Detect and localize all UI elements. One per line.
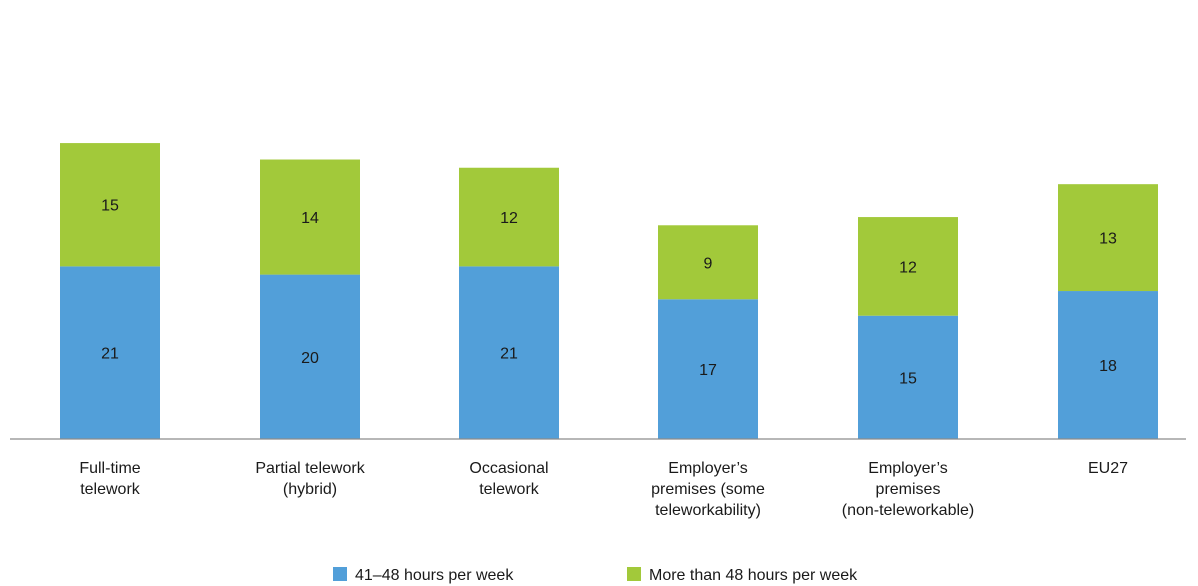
category-label-line: (non-teleworkable) <box>842 502 975 519</box>
bar-segment-hours-41-48-2 <box>459 266 559 439</box>
bars-group <box>60 143 1158 439</box>
bar-segment-hours-over-48-2 <box>459 167 559 267</box>
data-label: 21 <box>500 346 518 363</box>
legend-swatch <box>333 567 347 581</box>
bar-segment-hours-41-48-5 <box>1058 291 1158 439</box>
bar-segment-hours-over-48-5 <box>1058 184 1158 292</box>
data-label: 12 <box>500 210 518 227</box>
bar-segment-hours-41-48-4 <box>858 315 958 439</box>
category-label: Full-time telework <box>79 460 140 498</box>
data-label: 15 <box>899 370 917 387</box>
category-label-line: telework <box>80 481 141 498</box>
legend-swatch <box>627 567 641 581</box>
data-label: 14 <box>301 210 319 227</box>
data-label: 17 <box>699 362 717 379</box>
category-labels-group: Full-time telework Partial telework (hybrid… <box>79 460 1128 519</box>
category-label-line: teleworkability) <box>655 502 761 519</box>
category-label: Partial telework (hybrid) <box>255 460 365 498</box>
category-label-line: Partial telework <box>255 460 365 477</box>
bar-segment-hours-over-48-1 <box>260 159 360 275</box>
data-label: 9 <box>704 255 713 272</box>
bar-segment-hours-41-48-0 <box>60 266 160 439</box>
bar-segment-hours-over-48-3 <box>658 225 758 300</box>
category-label-line: premises <box>876 481 941 498</box>
data-label: 12 <box>899 259 917 276</box>
legend: 41–48 hours per week More than 48 hours p… <box>333 567 858 584</box>
category-label-line: Employer’s <box>668 460 747 477</box>
category-label: EU27 <box>1088 460 1128 477</box>
data-label: 18 <box>1099 358 1117 375</box>
bar-segment-hours-over-48-4 <box>858 217 958 316</box>
bar-segment-hours-over-48-0 <box>60 143 160 267</box>
data-label: 20 <box>301 350 319 367</box>
category-label: Occasional telework <box>469 460 548 498</box>
category-label: Employer’s premises (non-teleworkable) <box>842 460 975 519</box>
legend-label: 41–48 hours per week <box>355 567 514 584</box>
category-label-line: Occasional <box>469 460 548 477</box>
category-label: Employer’s premises (some teleworkability) <box>651 460 765 519</box>
legend-label: More than 48 hours per week <box>649 567 858 584</box>
data-labels-group: 21 15 20 14 21 12 17 9 15 12 18 13 <box>101 198 1117 388</box>
data-label: 15 <box>101 198 119 215</box>
bar-segment-hours-41-48-3 <box>658 299 758 439</box>
category-label-line: Employer’s <box>868 460 947 477</box>
category-label-line: telework <box>479 481 540 498</box>
data-label: 13 <box>1099 231 1117 248</box>
category-label-line: Full-time <box>79 460 140 477</box>
category-label-line: (hybrid) <box>283 481 337 498</box>
bar-segment-hours-41-48-1 <box>260 274 360 439</box>
data-label: 21 <box>101 346 119 363</box>
category-label-line: premises (some <box>651 481 765 498</box>
category-label-line: EU27 <box>1088 460 1128 477</box>
